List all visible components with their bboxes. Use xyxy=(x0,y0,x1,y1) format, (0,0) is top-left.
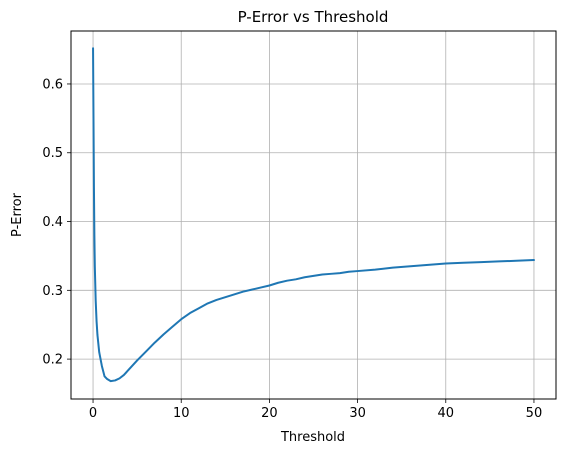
y-tick-label: 0.6 xyxy=(42,77,63,92)
y-tick-label: 0.2 xyxy=(42,353,63,368)
y-axis-label: P-Error xyxy=(10,192,25,237)
x-tick-label: 10 xyxy=(173,406,190,421)
x-tick-label: 0 xyxy=(89,406,97,421)
y-tick-label: 0.4 xyxy=(42,215,63,230)
x-tick-label: 40 xyxy=(437,406,454,421)
chart-title: P-Error vs Threshold xyxy=(238,8,389,26)
x-tick-label: 50 xyxy=(526,406,543,421)
x-tick-label: 30 xyxy=(349,406,366,421)
x-tick-label: 20 xyxy=(261,406,278,421)
y-tick-label: 0.5 xyxy=(42,146,63,161)
y-tick-label: 0.3 xyxy=(42,284,63,299)
x-axis-label: Threshold xyxy=(280,430,345,445)
